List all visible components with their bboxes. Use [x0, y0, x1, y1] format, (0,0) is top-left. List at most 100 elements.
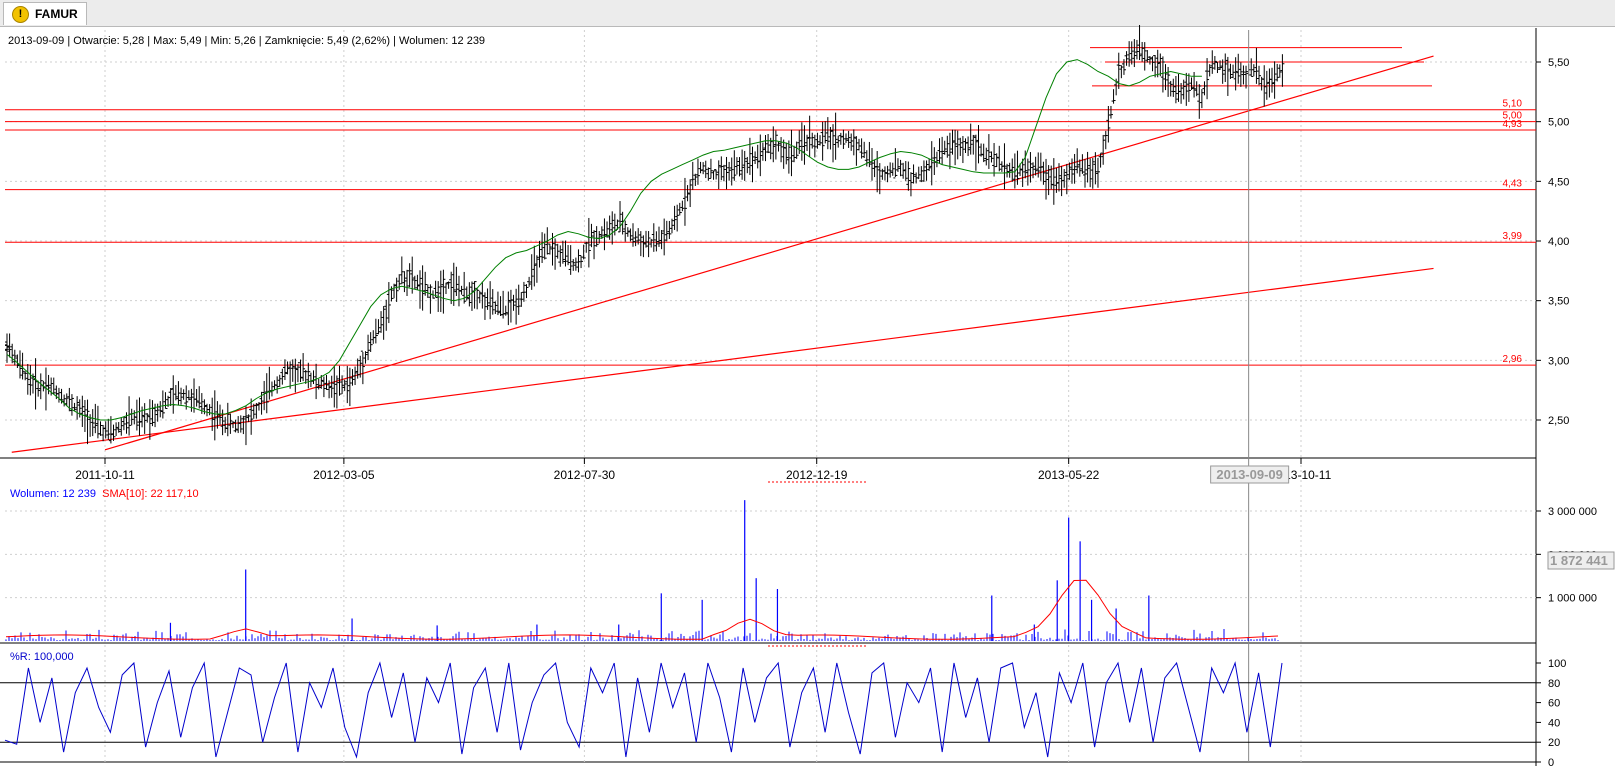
ohlc-bar [903, 161, 908, 181]
ohlc-bar [230, 421, 235, 429]
ohlc-bar [1249, 58, 1254, 77]
ohlc-bar [402, 271, 407, 293]
level-label: 4,43 [1503, 179, 1523, 190]
ohlc-bar [337, 365, 342, 396]
ohlc-bar [75, 396, 80, 420]
ohlc-bar [695, 158, 700, 185]
ohlc-bar [540, 232, 545, 263]
ohlc-bar [1199, 89, 1204, 109]
ohlc-bar [963, 138, 968, 154]
price-axis-label: 3,50 [1548, 296, 1569, 308]
ohlc-bar [186, 390, 191, 401]
ohlc-bar [971, 134, 976, 155]
ohlc-bar [1018, 163, 1023, 177]
ohlc-bar [340, 375, 345, 395]
ohlc-bar [1033, 156, 1038, 176]
ohlc-bar [986, 134, 991, 169]
ohlc-bar [927, 158, 932, 171]
ohlc-bar [1031, 162, 1036, 179]
price-sma-line [6, 59, 1202, 421]
ohlc-bar [693, 173, 698, 186]
price-axis-label: 3,00 [1548, 355, 1569, 367]
ohlc-bar [451, 262, 456, 306]
ohlc-bar [280, 368, 285, 385]
ohlc-bar [472, 281, 477, 309]
ohlc-bar [734, 157, 739, 175]
ohlc-bar [1025, 158, 1030, 186]
volume-sma-line [5, 579, 1279, 640]
ohlc-bar [979, 143, 984, 157]
cursor-date-label: 2013-09-09 [1216, 467, 1283, 482]
ohlc-bar [547, 243, 552, 255]
ohlc-bar [228, 413, 233, 434]
volume-cursor-box [1547, 551, 1615, 570]
info-open: Otwarcie: 5,28 [73, 35, 145, 47]
ohlc-bar [527, 276, 532, 287]
ohlc-bar [1194, 81, 1199, 97]
ohlc-bar [295, 362, 300, 383]
ohlc-bar [610, 211, 615, 245]
ohlc-bar [194, 389, 199, 407]
level-label: 3,99 [1503, 231, 1523, 242]
ohlc-bar [1077, 159, 1082, 177]
ohlc-bar [682, 177, 687, 226]
price-axis-label: 5,50 [1548, 57, 1569, 69]
ohlc-bar [566, 245, 571, 266]
ohlc-bar [633, 231, 638, 247]
ohlc-bar [306, 362, 311, 389]
ohlc-bar [23, 371, 28, 381]
ohlc-bar [771, 126, 776, 163]
ohlc-bar [360, 350, 365, 385]
ohlc-bar [955, 130, 960, 160]
ohlc-bar [493, 301, 498, 314]
ohlc-bar [433, 280, 438, 299]
ohlc-bar [90, 409, 95, 437]
ohlc-bar [358, 355, 363, 378]
level-label: 5,10 [1503, 99, 1523, 110]
ohlc-bar [119, 417, 124, 436]
ohlc-bar [750, 146, 755, 183]
ohlc-bar [1038, 152, 1043, 181]
ohlc-bar [1062, 169, 1067, 188]
ohlc-bar [690, 161, 695, 190]
ohlc-bar [384, 299, 389, 331]
ohlc-bar [246, 414, 251, 423]
ohlc-bar [573, 257, 578, 271]
ohlc-bar [314, 363, 319, 400]
ohlc-bar [1173, 75, 1178, 104]
ohlc-bar [1202, 81, 1207, 96]
ohlc-bar [33, 358, 38, 410]
ohlc-bar [571, 259, 576, 271]
ohlc-bar [786, 140, 791, 174]
ohlc-bar [238, 415, 243, 433]
ohlc-bar [1241, 65, 1246, 85]
ohlc-bar [1106, 105, 1111, 143]
ohlc-bar [264, 373, 269, 414]
ohlc-bar [1233, 57, 1238, 91]
ohlc-bar [638, 231, 643, 257]
date-axis-label: 2012-07-30 [554, 468, 616, 482]
volume-axis-label: 3 000 000 [1548, 506, 1597, 518]
ohlc-bar [20, 352, 25, 380]
ohlc-bar [36, 380, 41, 397]
ohlc-bar [592, 230, 597, 260]
ohlc-bar [251, 403, 256, 419]
ohlc-bar [316, 378, 321, 390]
volume-cursor-label: 1 872 441 [1550, 553, 1608, 568]
price-axis-label: 4,00 [1548, 236, 1569, 248]
ohlc-bar [329, 375, 334, 398]
ohlc-bar [181, 389, 186, 400]
ohlc-bar [1046, 165, 1051, 196]
ohlc-bar [241, 415, 246, 435]
ohlc-bar [947, 132, 952, 170]
ohlc-bar [459, 285, 464, 295]
ohlc-bar [636, 228, 641, 245]
ohlc-bar [685, 185, 690, 202]
ohlc-bar [363, 351, 368, 364]
tab-famur[interactable]: ! FAMUR [3, 2, 87, 25]
ohlc-bar [168, 388, 173, 406]
ohlc-bar [758, 134, 763, 177]
ohlc-bar [10, 343, 15, 364]
ohlc-bar [924, 160, 929, 181]
